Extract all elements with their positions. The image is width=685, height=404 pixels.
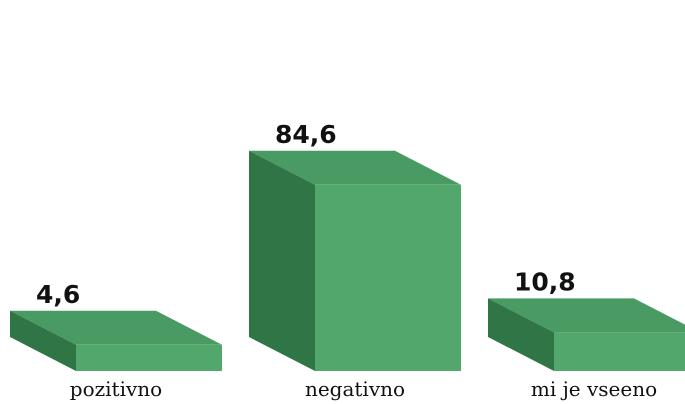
bar-top-face bbox=[10, 310, 222, 345]
bar-front-face bbox=[315, 184, 461, 371]
value-label: 10,8 bbox=[514, 267, 576, 296]
labels-layer: 4,6 pozitivno 84,6 negativno 10,8 mi je vseen… bbox=[36, 120, 657, 401]
bar-side-face bbox=[10, 310, 76, 371]
category-label: mi je vseeno bbox=[531, 377, 657, 401]
bar-front-face bbox=[76, 344, 222, 371]
value-label: 84,6 bbox=[275, 120, 337, 149]
bar-top-face bbox=[488, 298, 685, 333]
bar-pozitivno bbox=[10, 310, 222, 371]
bars-layer bbox=[10, 150, 685, 371]
bar-side-face bbox=[249, 150, 315, 371]
bar-mi-je-vseeno bbox=[488, 298, 685, 371]
category-label: pozitivno bbox=[70, 377, 162, 401]
category-label: negativno bbox=[305, 377, 405, 401]
bar-top-face bbox=[249, 150, 461, 185]
value-label: 4,6 bbox=[36, 280, 80, 309]
bar-side-face bbox=[488, 298, 554, 371]
bar-negativno bbox=[249, 150, 461, 371]
bar-front-face bbox=[554, 332, 685, 371]
